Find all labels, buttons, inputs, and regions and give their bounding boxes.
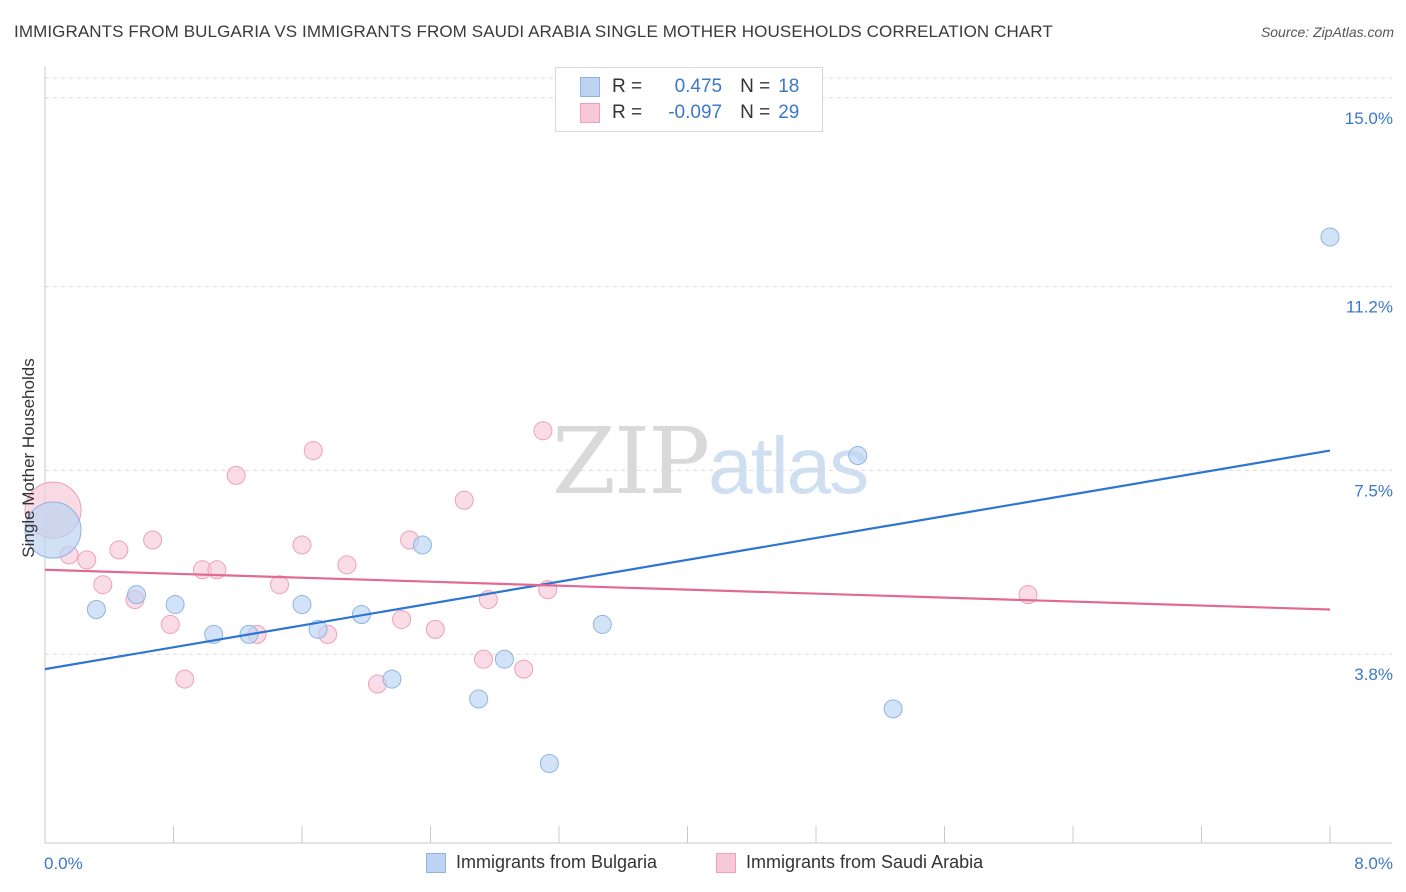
y-tick-label: 15.0% bbox=[1345, 109, 1393, 128]
watermark: ZIPatlas bbox=[552, 408, 869, 515]
data-point bbox=[308, 619, 328, 639]
data-point bbox=[592, 614, 612, 634]
correlation-legend: R = 0.475 N = 18 R = -0.097 N = 29 bbox=[555, 67, 823, 132]
x-tick-label: 0.0% bbox=[44, 854, 83, 873]
data-point bbox=[292, 595, 312, 615]
data-point bbox=[292, 535, 312, 555]
legend-r-value: -0.097 bbox=[668, 102, 723, 123]
legend-r-label: R = bbox=[612, 76, 643, 97]
data-point bbox=[514, 659, 534, 679]
legend-swatch-pink bbox=[580, 103, 600, 123]
chart-title: IMMIGRANTS FROM BULGARIA VS IMMIGRANTS F… bbox=[14, 22, 1053, 41]
axis-labels: 3.8% 7.5% 11.2% 15.0% 0.0% 8.0% Single Mother … bbox=[19, 109, 1393, 873]
data-point bbox=[270, 575, 290, 595]
axes bbox=[44, 66, 1392, 844]
data-point bbox=[77, 550, 97, 570]
data-point bbox=[24, 501, 82, 559]
legend-row-bulgaria: R = 0.475 N = 18 bbox=[580, 75, 799, 99]
watermark-zip: ZIP bbox=[552, 408, 710, 515]
y-tick-label: 7.5% bbox=[1354, 481, 1393, 500]
data-point bbox=[109, 540, 129, 560]
data-point bbox=[474, 649, 494, 669]
series-legend-label: Immigrants from Bulgaria bbox=[456, 852, 658, 872]
y-tick-label: 3.8% bbox=[1354, 665, 1393, 684]
y-tick-label: 11.2% bbox=[1346, 298, 1393, 317]
y-axis-title: Single Mother Households bbox=[19, 358, 38, 557]
trend-line-bulgaria bbox=[44, 449, 1331, 671]
legend-row-saudi-arabia: R = -0.097 N = 29 bbox=[580, 101, 799, 125]
data-point bbox=[454, 490, 474, 510]
legend-n-value: 29 bbox=[778, 102, 800, 123]
data-point bbox=[533, 421, 553, 441]
gridlines bbox=[45, 77, 1392, 655]
series-legend-label: Immigrants from Saudi Arabia bbox=[746, 852, 984, 872]
data-point bbox=[412, 535, 432, 555]
legend-r-label: R = bbox=[612, 102, 643, 123]
data-point bbox=[160, 614, 180, 634]
trend-line-saudi-arabia bbox=[44, 568, 1331, 611]
data-point bbox=[175, 669, 195, 689]
series-legend: Immigrants from Bulgaria Immigrants from… bbox=[0, 852, 1406, 878]
data-point bbox=[127, 585, 147, 605]
data-point bbox=[93, 575, 113, 595]
series-legend-bulgaria[interactable]: Immigrants from Bulgaria bbox=[426, 852, 657, 873]
data-point bbox=[883, 699, 903, 719]
x-tick-label: 8.0% bbox=[1354, 854, 1393, 873]
legend-n-label: N = bbox=[740, 76, 771, 97]
data-point bbox=[1320, 227, 1340, 247]
data-point bbox=[143, 530, 163, 550]
series-saudi-arabia-points bbox=[24, 421, 1038, 694]
data-point bbox=[469, 689, 489, 709]
data-point bbox=[165, 595, 185, 615]
data-point bbox=[425, 619, 445, 639]
series-legend-swatch-blue bbox=[426, 852, 446, 873]
watermark-atlas: atlas bbox=[708, 421, 869, 510]
data-point bbox=[337, 555, 357, 575]
source-credit: Source: ZipAtlas.com bbox=[1260, 24, 1394, 40]
data-point bbox=[539, 754, 559, 774]
legend-n-label: N = bbox=[740, 102, 771, 123]
legend-n-value: 18 bbox=[778, 76, 800, 97]
data-point bbox=[392, 609, 412, 629]
series-legend-swatch-pink bbox=[716, 852, 736, 873]
trend-lines bbox=[44, 449, 1331, 671]
data-point bbox=[382, 669, 402, 689]
data-point bbox=[848, 446, 868, 466]
legend-swatch-blue bbox=[580, 77, 600, 97]
data-point bbox=[494, 649, 514, 669]
series-legend-saudi-arabia[interactable]: Immigrants from Saudi Arabia bbox=[716, 852, 983, 873]
data-point bbox=[303, 441, 323, 461]
legend-r-value: 0.475 bbox=[674, 76, 723, 97]
series-bulgaria-points bbox=[24, 227, 1340, 774]
data-point bbox=[226, 465, 246, 485]
data-point bbox=[86, 600, 106, 620]
